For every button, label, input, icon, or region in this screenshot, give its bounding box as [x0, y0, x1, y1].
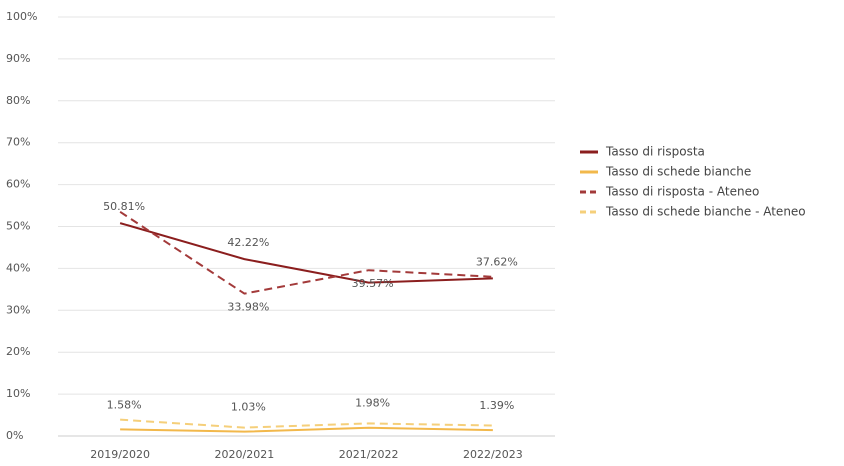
x-tick-label: 2022/2023 [463, 448, 523, 461]
series-line [119, 210, 493, 295]
data-label: 1.58% [107, 398, 142, 411]
series-line [119, 222, 493, 284]
series-line [120, 426, 493, 433]
data-label: 37.62% [476, 255, 518, 268]
data-label: 1.03% [231, 401, 266, 414]
y-tick-label: 10% [6, 387, 30, 400]
y-tick-label: 0% [6, 429, 23, 442]
data-label: 42.22% [227, 236, 269, 249]
legend-label: Tasso di risposta - Ateneo [605, 185, 759, 199]
data-label: 1.98% [355, 397, 390, 410]
y-tick-label: 60% [6, 178, 30, 191]
y-tick-label: 20% [6, 345, 30, 358]
data-label: 50.81% [103, 200, 145, 213]
legend-label: Tasso di schede bianche - Ateneo [605, 205, 806, 219]
x-tick-label: 2021/2022 [339, 448, 399, 461]
data-label: 39.57% [352, 277, 394, 290]
y-tick-label: 70% [6, 136, 30, 149]
data-label: 1.39% [479, 399, 514, 412]
legend-label: Tasso di risposta [605, 145, 705, 159]
y-tick-label: 100% [6, 10, 37, 23]
y-tick-label: 90% [6, 52, 30, 65]
series-line [120, 418, 493, 429]
y-tick-label: 30% [6, 303, 30, 316]
y-tick-label: 80% [6, 94, 30, 107]
y-tick-label: 50% [6, 220, 30, 233]
x-tick-label: 2019/2020 [90, 448, 150, 461]
data-label: 33.98% [227, 301, 269, 314]
y-tick-label: 40% [6, 261, 30, 274]
x-tick-label: 2020/2021 [215, 448, 275, 461]
legend-label: Tasso di schede bianche [605, 165, 751, 179]
